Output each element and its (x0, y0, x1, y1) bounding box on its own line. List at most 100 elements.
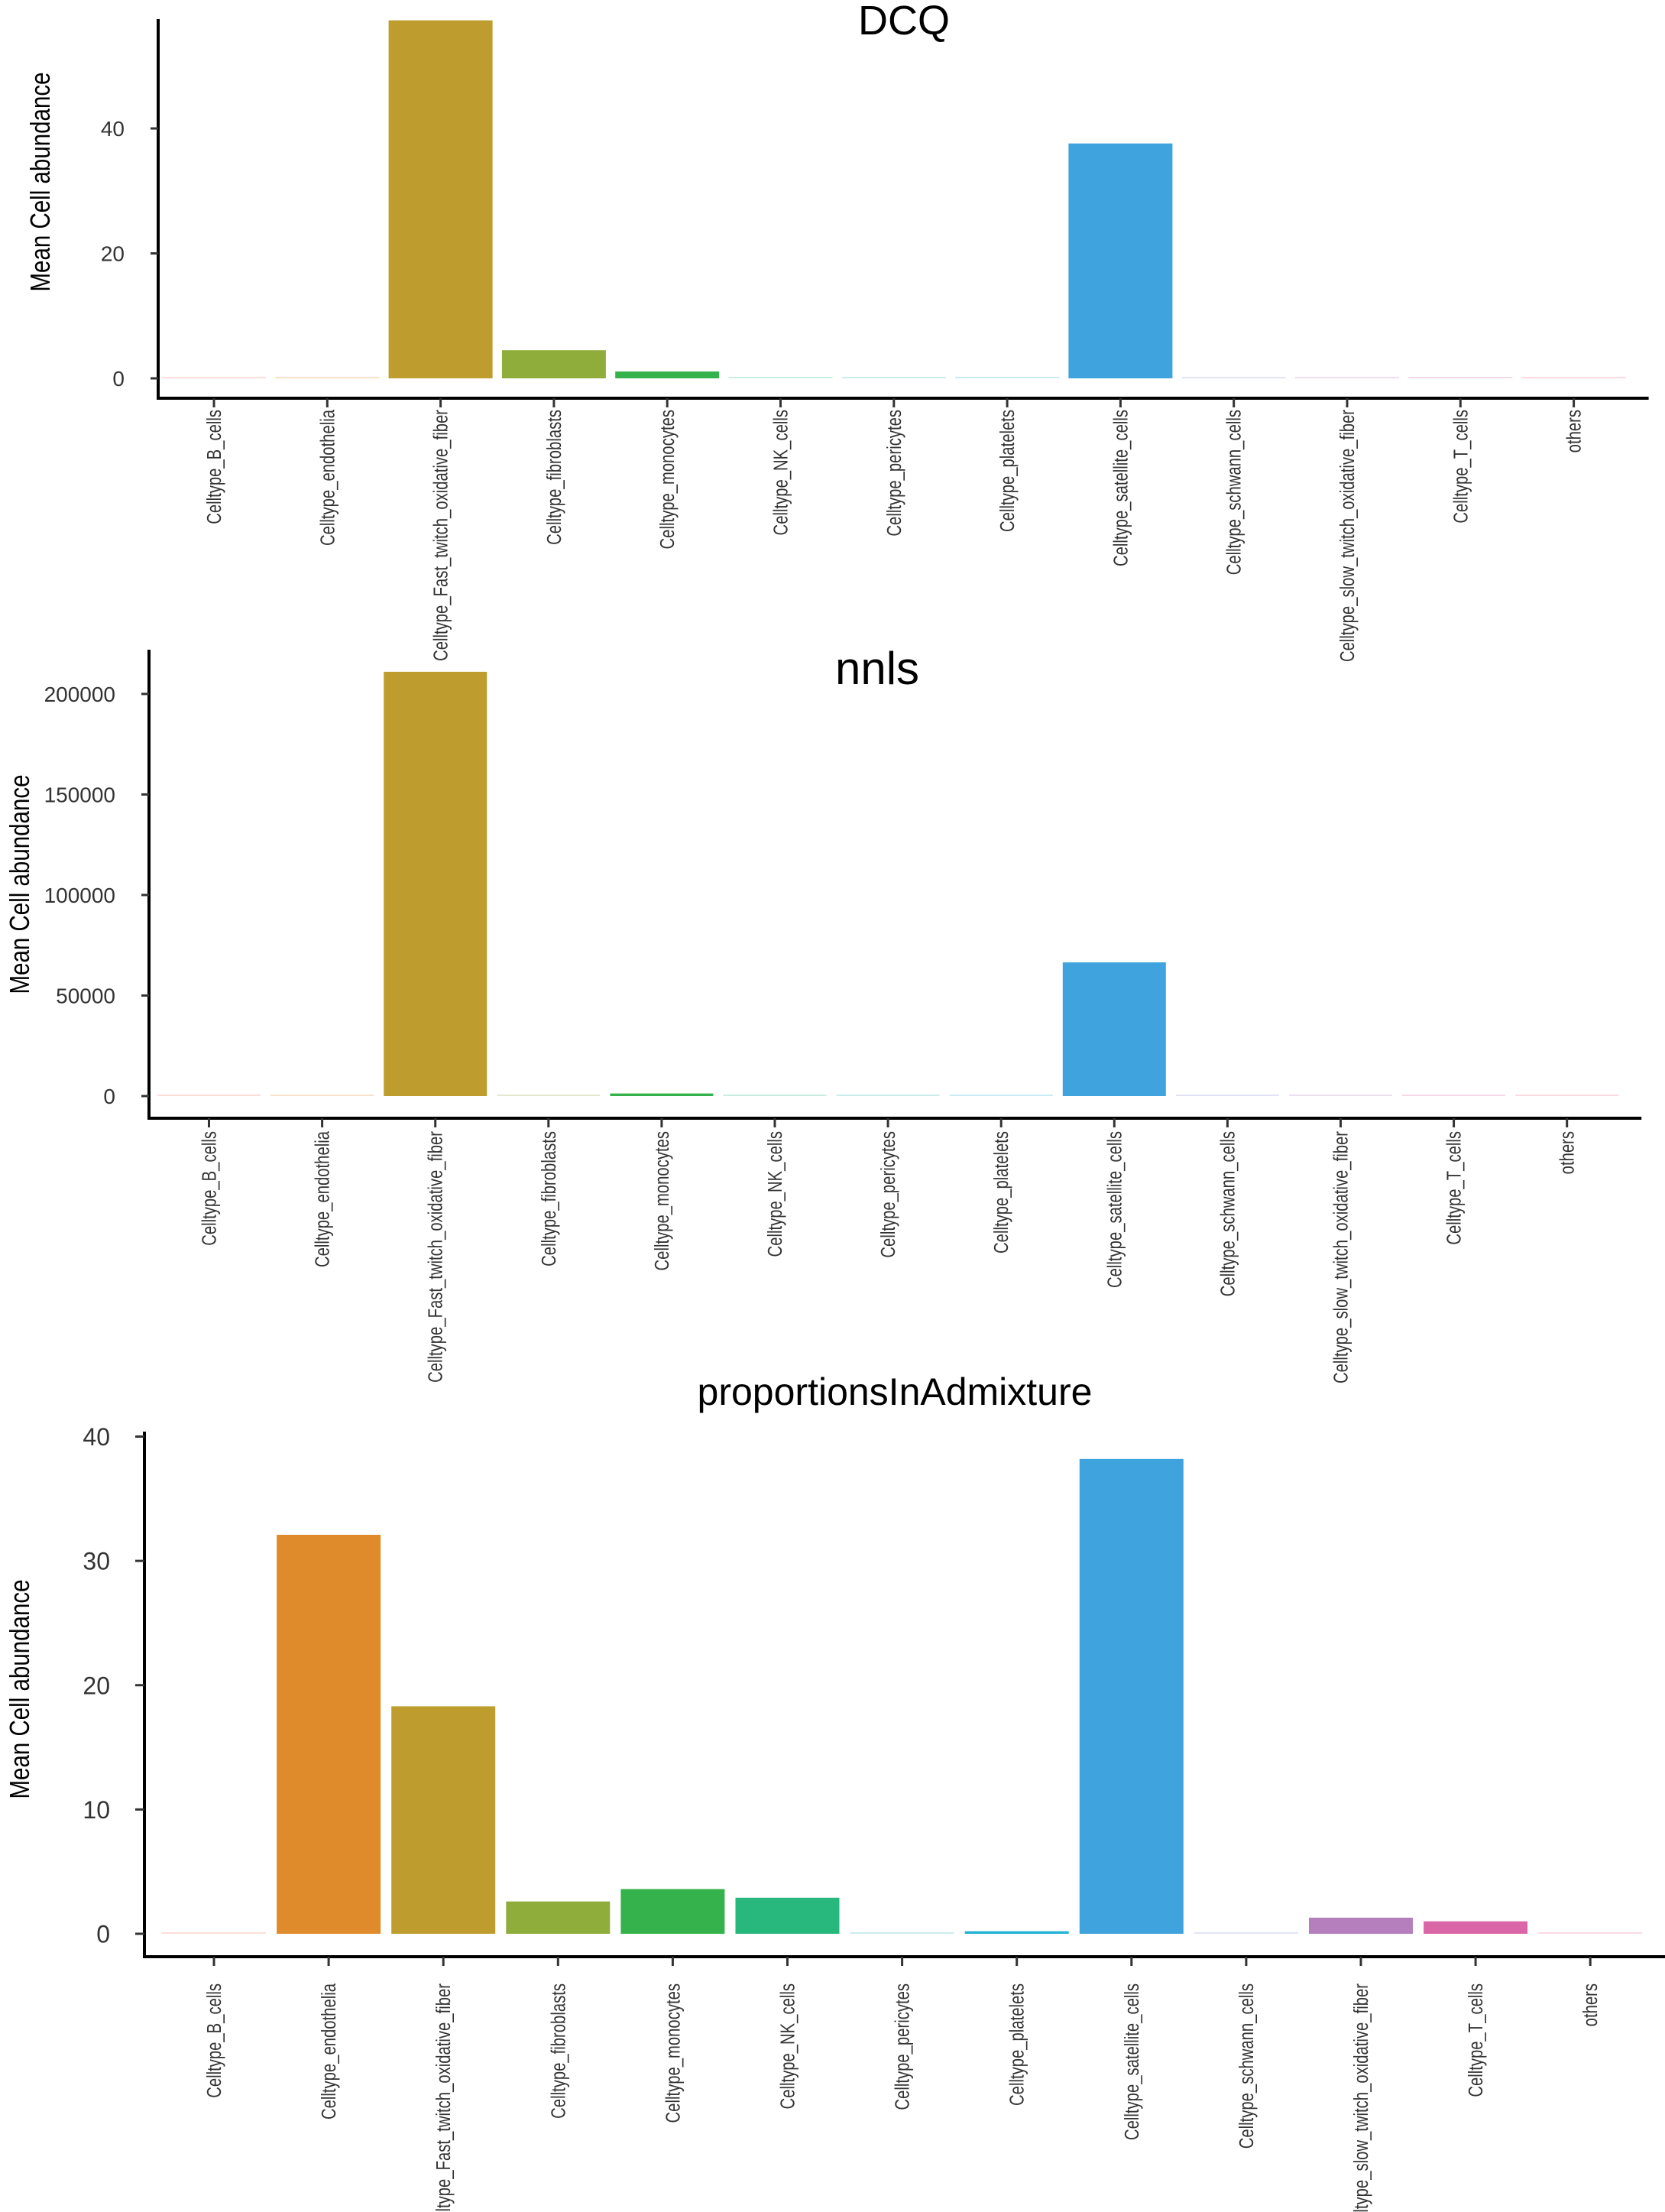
chart-title: nnls (835, 643, 919, 694)
x-tick-label: Celltype_monocytes (662, 1983, 684, 2123)
bar-celltype-schwann-cells (1181, 377, 1286, 378)
y-tick-label: 0 (103, 1085, 115, 1108)
x-tick-label: Celltype_fibroblasts (537, 1131, 559, 1267)
x-tick-label: Celltype_pericytes (891, 1983, 913, 2110)
x-tick-label: others (1579, 1983, 1602, 2026)
y-axis-label: Mean Cell abundance (4, 774, 34, 994)
bar-celltype-schwann-cells (1194, 1932, 1298, 1934)
x-tick-label: Celltype_satellite_cells (1109, 410, 1132, 566)
x-tick-label: Celltype_schwann_cells (1235, 1983, 1257, 2149)
bar-celltype-b-cells (157, 1095, 261, 1096)
x-tick-label: Celltype_Fast_twitch_oxidative_fiber (432, 1983, 455, 2212)
x-tick-label: Celltype_pericytes (883, 410, 905, 537)
bar-celltype-platelets (949, 1095, 1053, 1096)
y-tick-label: 50000 (56, 984, 115, 1008)
bar-celltype-pericytes (836, 1095, 940, 1096)
y-tick-label: 20 (83, 1672, 110, 1699)
x-tick-label: Celltype_satellite_cells (1120, 1983, 1142, 2140)
bar-celltype-endothelia (277, 1535, 381, 1934)
bar-celltype-endothelia (270, 1095, 374, 1096)
chart-title: proportionsInAdmixture (698, 1370, 1093, 1413)
x-tick-label: Celltype_schwann_cells (1223, 410, 1245, 575)
x-tick-label: Celltype_monocytes (650, 1131, 672, 1270)
bar-others (1538, 1932, 1643, 1934)
y-tick-label: 0 (96, 1921, 110, 1948)
bar-celltype-fibroblasts (497, 1095, 601, 1096)
x-tick-label: Celltype_fibroblasts (547, 1983, 569, 2119)
x-tick-label: Celltype_Fast_twitch_oxidative_fiber (429, 410, 452, 661)
bar-celltype-t-cells (1424, 1921, 1528, 1934)
x-tick-label: Celltype_NK_cells (776, 1983, 798, 2109)
x-tick-label: Celltype_monocytes (656, 410, 679, 549)
bar-celltype-monocytes (620, 1889, 725, 1934)
x-tick-label: Celltype_T_cells (1443, 1131, 1465, 1245)
chart-title: DCQ (858, 0, 950, 44)
x-tick-label: Celltype_endothelia (311, 1131, 333, 1267)
x-tick-label: Celltype_platelets (1006, 1983, 1028, 2106)
bar-celltype-monocytes (615, 371, 720, 378)
bar-celltype-schwann-cells (1175, 1095, 1279, 1096)
x-tick-label: Celltype_B_cells (203, 410, 225, 524)
x-tick-label: Celltype_platelets (996, 410, 1019, 532)
bar-celltype-fast-twitch-oxidative-fiber (388, 20, 493, 378)
bar-celltype-t-cells (1402, 1095, 1506, 1096)
x-tick-label: Celltype_slow_twitch_oxidative_fiber (1350, 1983, 1372, 2212)
y-tick-label: 30 (83, 1548, 110, 1575)
bar-celltype-satellite-cells (1062, 962, 1166, 1096)
x-tick-label: others (1563, 410, 1585, 452)
x-tick-label: Celltype_T_cells (1450, 410, 1472, 524)
x-tick-label: Celltype_fibroblasts (543, 410, 565, 545)
bar-celltype-slow-twitch-oxidative-fiber (1309, 1917, 1413, 1934)
bar-celltype-nk-cells (728, 377, 833, 378)
x-tick-label: Celltype_B_cells (203, 1983, 225, 2098)
y-tick-label: 100000 (44, 884, 115, 907)
x-tick-label: Celltype_slow_twitch_oxidative_fiber (1336, 410, 1359, 662)
bar-celltype-platelets (964, 1931, 1069, 1934)
x-tick-label: Celltype_Fast_twitch_oxidative_fiber (424, 1131, 446, 1383)
x-tick-label: Celltype_pericytes (877, 1131, 899, 1258)
x-tick-label: Celltype_slow_twitch_oxidative_fiber (1330, 1131, 1352, 1383)
x-tick-label: Celltype_satellite_cells (1103, 1131, 1126, 1288)
y-tick-label: 0 (112, 367, 125, 391)
bar-celltype-t-cells (1408, 377, 1513, 378)
y-tick-label: 10 (83, 1796, 110, 1824)
x-tick-label: Celltype_platelets (990, 1131, 1012, 1254)
bar-celltype-b-cells (162, 377, 266, 378)
bar-celltype-fast-twitch-oxidative-fiber (384, 671, 488, 1096)
x-tick-label: Celltype_endothelia (318, 1983, 340, 2120)
bar-celltype-pericytes (850, 1932, 954, 1934)
bar-celltype-endothelia (275, 377, 380, 378)
bar-celltype-platelets (955, 377, 1060, 378)
x-tick-label: Celltype_T_cells (1465, 1983, 1487, 2097)
x-tick-label: others (1556, 1131, 1578, 1174)
y-tick-label: 200000 (44, 683, 115, 706)
bar-celltype-nk-cells (735, 1897, 840, 1934)
bar-celltype-monocytes (610, 1093, 714, 1096)
x-tick-label: Celltype_NK_cells (769, 410, 792, 535)
y-tick-label: 20 (101, 242, 125, 266)
x-tick-label: Celltype_schwann_cells (1216, 1131, 1239, 1296)
bar-celltype-slow-twitch-oxidative-fiber (1289, 1095, 1392, 1096)
bar-celltype-satellite-cells (1068, 143, 1173, 378)
bar-celltype-fibroblasts (506, 1901, 611, 1934)
bar-celltype-satellite-cells (1079, 1458, 1184, 1934)
x-tick-label: Celltype_endothelia (316, 410, 339, 546)
bar-celltype-fibroblasts (501, 350, 606, 378)
panel-1: nnls Mean Cell abundance 0 50000 100000 15000… (4, 643, 1642, 1383)
bar-others (1515, 1095, 1619, 1096)
y-axis-label: Mean Cell abundance (4, 1579, 34, 1798)
x-tick-label: Celltype_B_cells (198, 1131, 220, 1246)
x-tick-label: Celltype_NK_cells (764, 1131, 786, 1257)
bar-celltype-b-cells (162, 1932, 266, 1934)
panel-2: proportionsInAdmixture Mean Cell abundanc… (4, 1370, 1665, 2212)
bar-celltype-fast-twitch-oxidative-fiber (391, 1706, 496, 1934)
panel-0: DCQ Mean Cell abundance 0 20 40 Celltype_B_ce… (24, 0, 1649, 662)
y-tick-label: 150000 (44, 783, 115, 806)
bar-others (1521, 377, 1626, 378)
bar-celltype-nk-cells (723, 1095, 827, 1096)
y-tick-label: 40 (83, 1423, 110, 1451)
bar-celltype-slow-twitch-oxidative-fiber (1295, 377, 1399, 378)
bar-celltype-pericytes (841, 377, 946, 378)
y-axis-label: Mean Cell abundance (24, 72, 55, 291)
